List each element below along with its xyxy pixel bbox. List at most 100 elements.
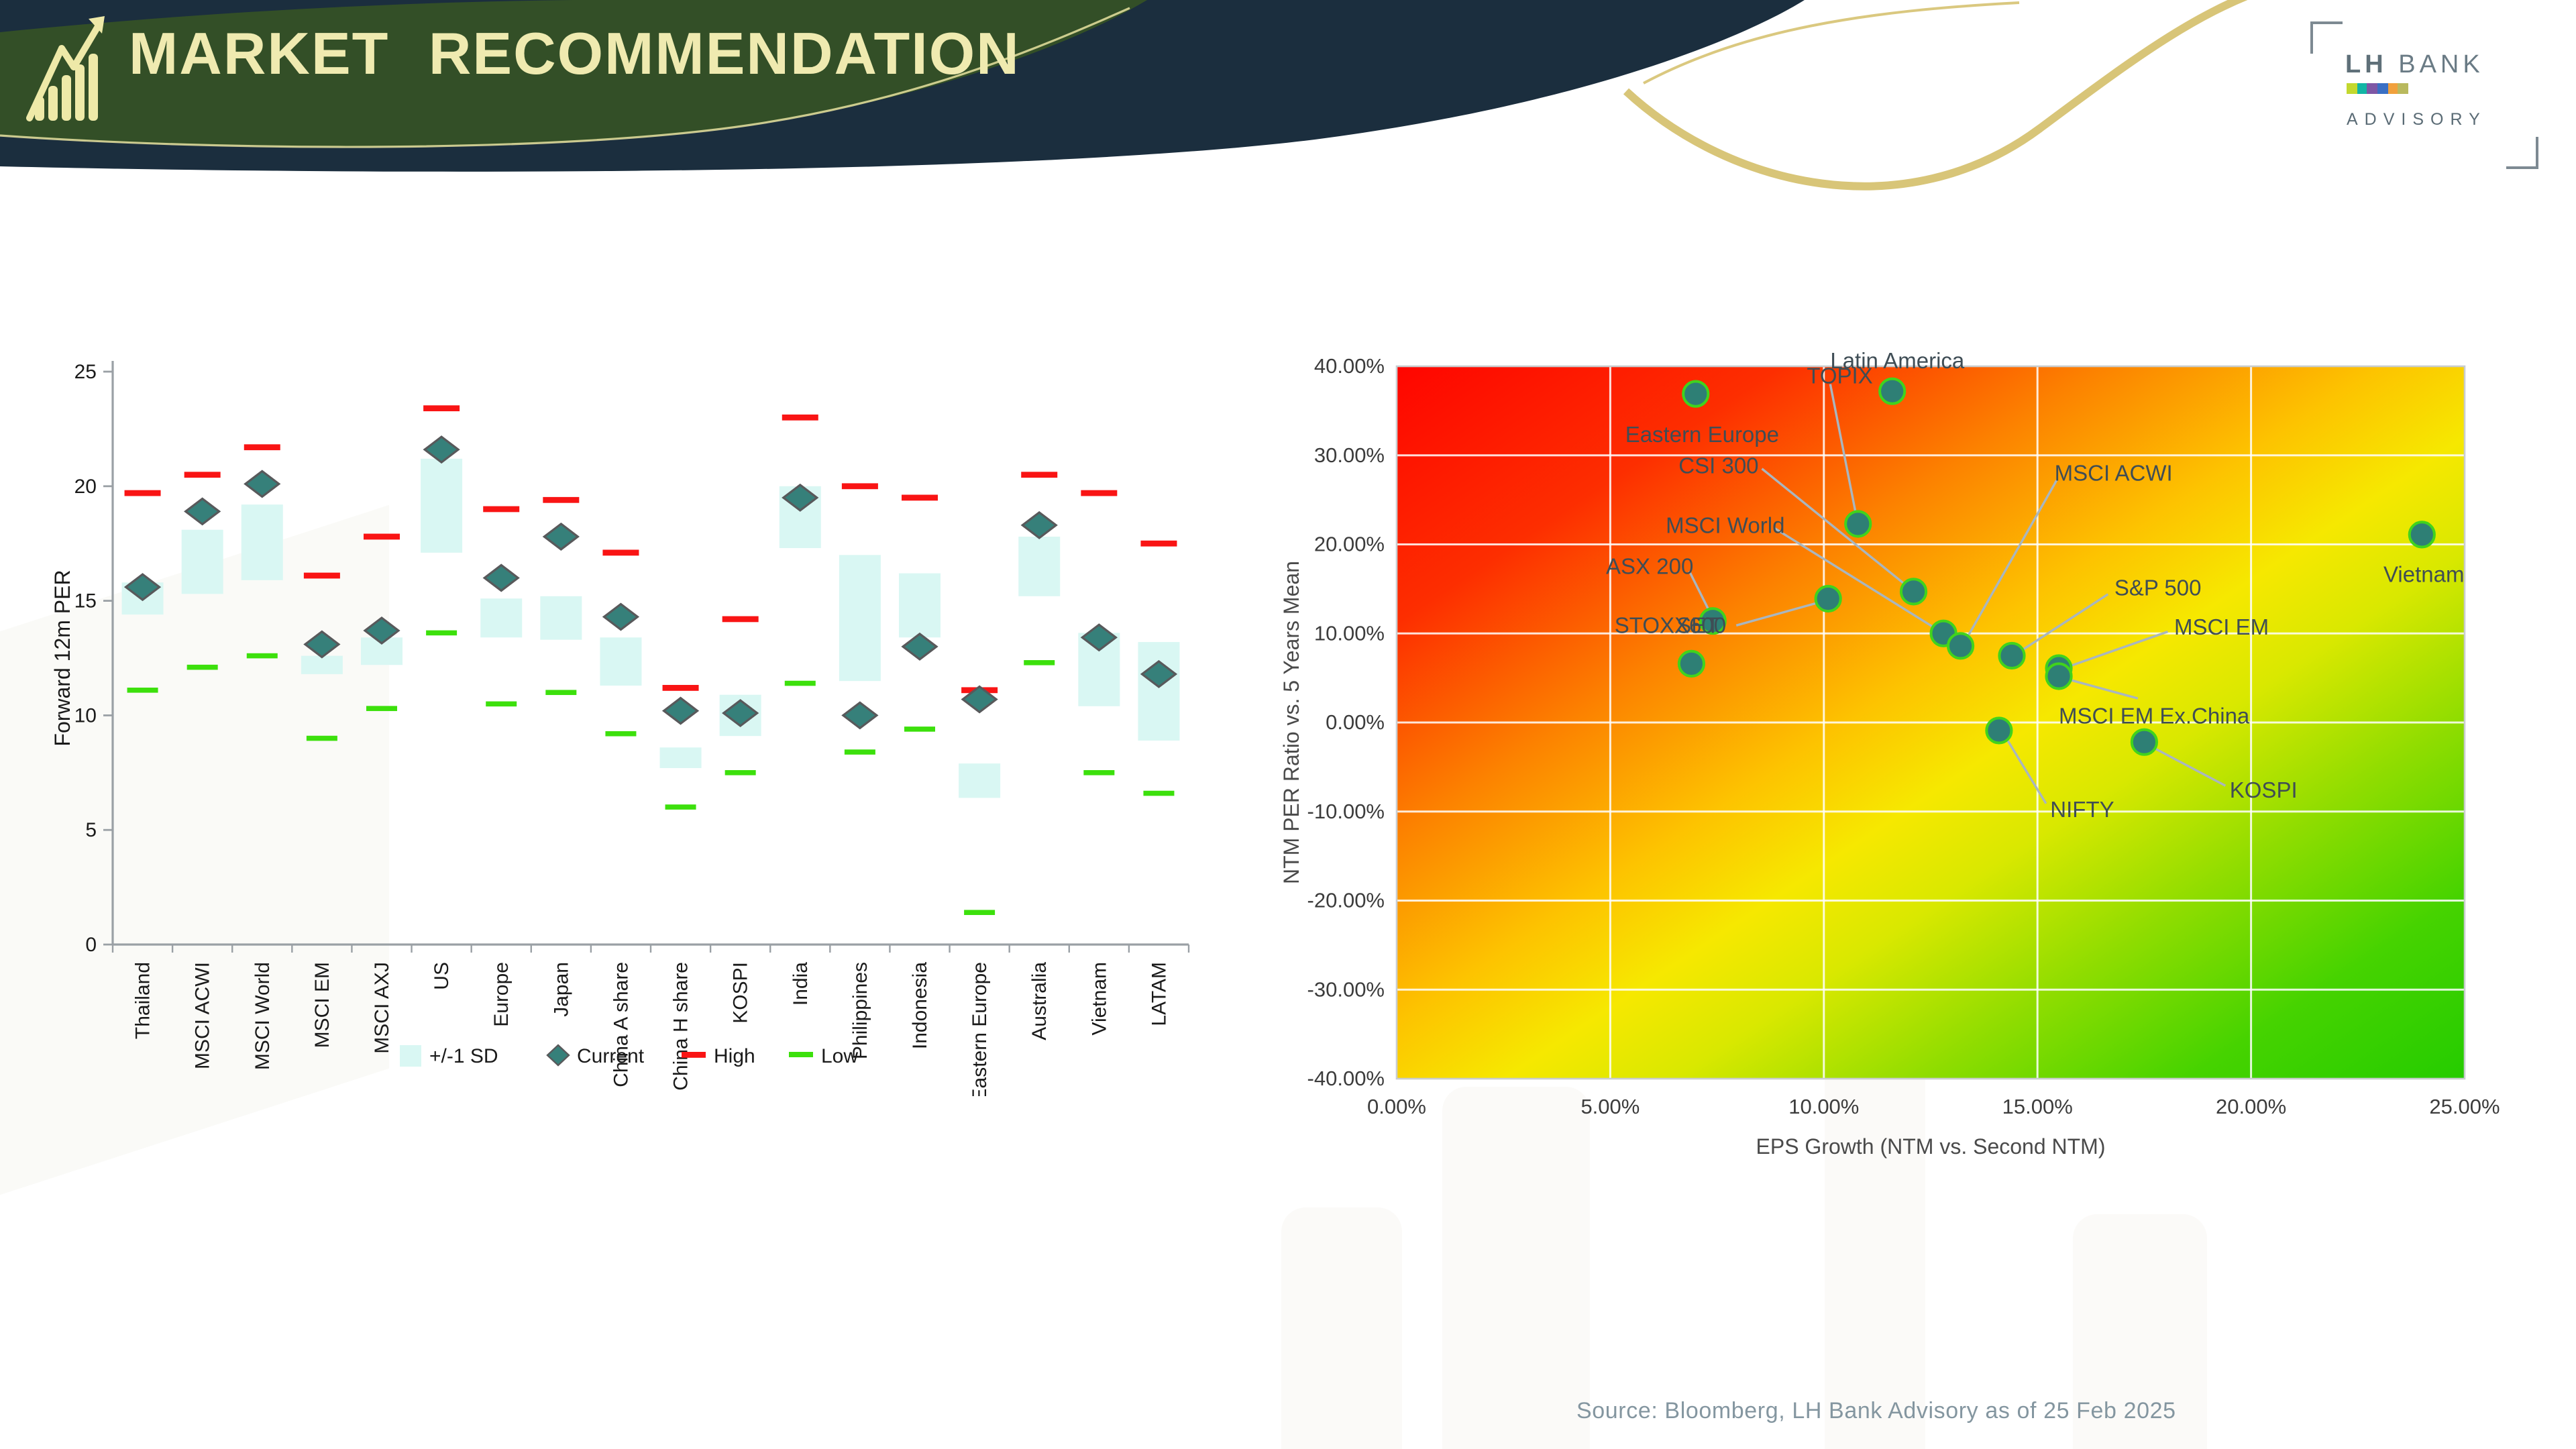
logo-color-bar: [2347, 83, 2409, 94]
y-axis-title: NTM PER Ratio vs. 5 Years Mean: [1279, 561, 1303, 884]
legend-label: Current: [577, 1045, 645, 1067]
sd-range-bar: [899, 573, 941, 638]
sd-range-bar: [659, 747, 702, 768]
x-category-label: US: [431, 962, 453, 990]
sd-range-bar: [1018, 536, 1061, 596]
x-category-label: China A share: [610, 962, 632, 1087]
logo-color-segment: [2347, 83, 2357, 94]
current-marker: [244, 470, 281, 498]
scatter-point: [1677, 649, 1705, 678]
point-label: KOSPI: [2230, 777, 2298, 802]
y-tick-label: -40.00%: [1307, 1067, 1385, 1090]
current-marker: [482, 564, 520, 592]
x-tick-label: 25.00%: [2429, 1095, 2500, 1118]
scatter-point: [2045, 662, 2073, 690]
sd-range-bar: [241, 504, 283, 580]
low-marker: [366, 706, 397, 711]
sd-range-bar: [181, 529, 223, 594]
legend-label: High: [714, 1045, 755, 1067]
current-marker: [1080, 623, 1118, 652]
x-category-label: Australia: [1028, 962, 1051, 1040]
page-title: MARKET RECOMMENDATION: [129, 21, 1020, 87]
low-marker: [186, 664, 218, 670]
high-marker: [483, 506, 520, 513]
high-marker: [124, 490, 161, 496]
x-category-label: Thailand: [132, 962, 154, 1039]
current-marker: [661, 696, 700, 725]
legend-swatch-high: [682, 1052, 706, 1058]
label-leader-line: [2004, 736, 2047, 804]
current-marker: [1020, 511, 1058, 539]
scatter-point: [1844, 510, 1872, 538]
legend-swatch-low: [789, 1052, 813, 1057]
current-marker: [961, 685, 998, 714]
low-marker: [486, 701, 517, 707]
current-marker: [363, 616, 400, 645]
point-label: NIFTY: [2050, 797, 2114, 822]
point-label: Latin America: [1830, 348, 1965, 373]
label-leader-line: [1688, 570, 1712, 614]
low-marker: [784, 680, 816, 686]
x-tick-label: 15.00%: [2002, 1095, 2073, 1118]
legend-label: +/-1 SD: [429, 1045, 498, 1067]
x-category-label: Vietnam: [1088, 962, 1110, 1036]
low-marker: [1083, 770, 1115, 775]
y-tick-label: 5: [85, 819, 97, 841]
label-leader-line: [1829, 384, 1858, 515]
label-leader-line: [1774, 527, 1936, 629]
x-tick-label: 5.00%: [1580, 1095, 1640, 1118]
logo-color-segment: [2398, 83, 2409, 94]
x-category-label: MSCI AXJ: [371, 962, 393, 1054]
point-label: TOPIX: [1807, 364, 1872, 388]
label-leader-line: [2019, 593, 2109, 653]
y-tick-label: 25: [74, 361, 97, 383]
y-tick-label: 30.00%: [1314, 443, 1385, 467]
legend-swatch-sd: [400, 1045, 421, 1067]
x-category-label: Indonesia: [909, 962, 931, 1049]
scatter-point: [1699, 607, 1727, 635]
current-marker: [1140, 659, 1178, 688]
point-label: Eastern Europe: [1625, 422, 1779, 447]
high-marker: [184, 472, 221, 478]
y-tick-label: 0.00%: [1326, 710, 1385, 734]
sd-range-bar: [959, 763, 1001, 798]
point-label: ASX 200: [1606, 554, 1693, 579]
low-marker: [1143, 790, 1175, 796]
y-tick-label: 40.00%: [1314, 354, 1385, 378]
logo-color-segment: [2387, 83, 2398, 94]
low-marker: [306, 735, 337, 741]
high-marker: [1081, 490, 1118, 496]
current-marker: [901, 632, 938, 661]
x-tick-label: 10.00%: [1788, 1095, 1859, 1118]
logo-color-segment: [2377, 83, 2388, 94]
high-marker: [782, 414, 818, 421]
current-marker: [123, 573, 162, 602]
label-leader-line: [1966, 480, 2058, 639]
y-tick-label: 20.00%: [1314, 533, 1385, 556]
scatter-point: [2408, 521, 2436, 549]
high-marker: [244, 444, 280, 451]
label-leader-line: [1761, 468, 1906, 586]
x-category-label: India: [790, 962, 812, 1006]
sd-range-bar: [1138, 642, 1180, 741]
sd-range-bar: [301, 655, 343, 674]
logo-bank-name: LH BANK: [2345, 51, 2484, 79]
sd-range-bar: [421, 458, 463, 553]
low-marker: [964, 910, 996, 915]
point-label: SET: [1676, 612, 1719, 637]
x-category-label: Europe: [490, 962, 513, 1027]
legend-swatch-current: [546, 1044, 570, 1067]
y-tick-label: 0: [85, 934, 97, 956]
scatter-point: [1682, 380, 1710, 408]
legend-label: Low: [821, 1045, 858, 1067]
current-marker: [542, 522, 580, 551]
scatter-point: [1946, 632, 1975, 660]
point-label: STOXX600: [1615, 612, 1726, 637]
y-tick-label: 15: [74, 590, 97, 612]
x-category-label: KOSPI: [730, 962, 752, 1024]
sd-range-bar: [600, 637, 642, 686]
x-category-label: Philippines: [849, 962, 871, 1059]
logo-color-segment: [2367, 83, 2378, 94]
watermark-bar: [1825, 1013, 1925, 1449]
